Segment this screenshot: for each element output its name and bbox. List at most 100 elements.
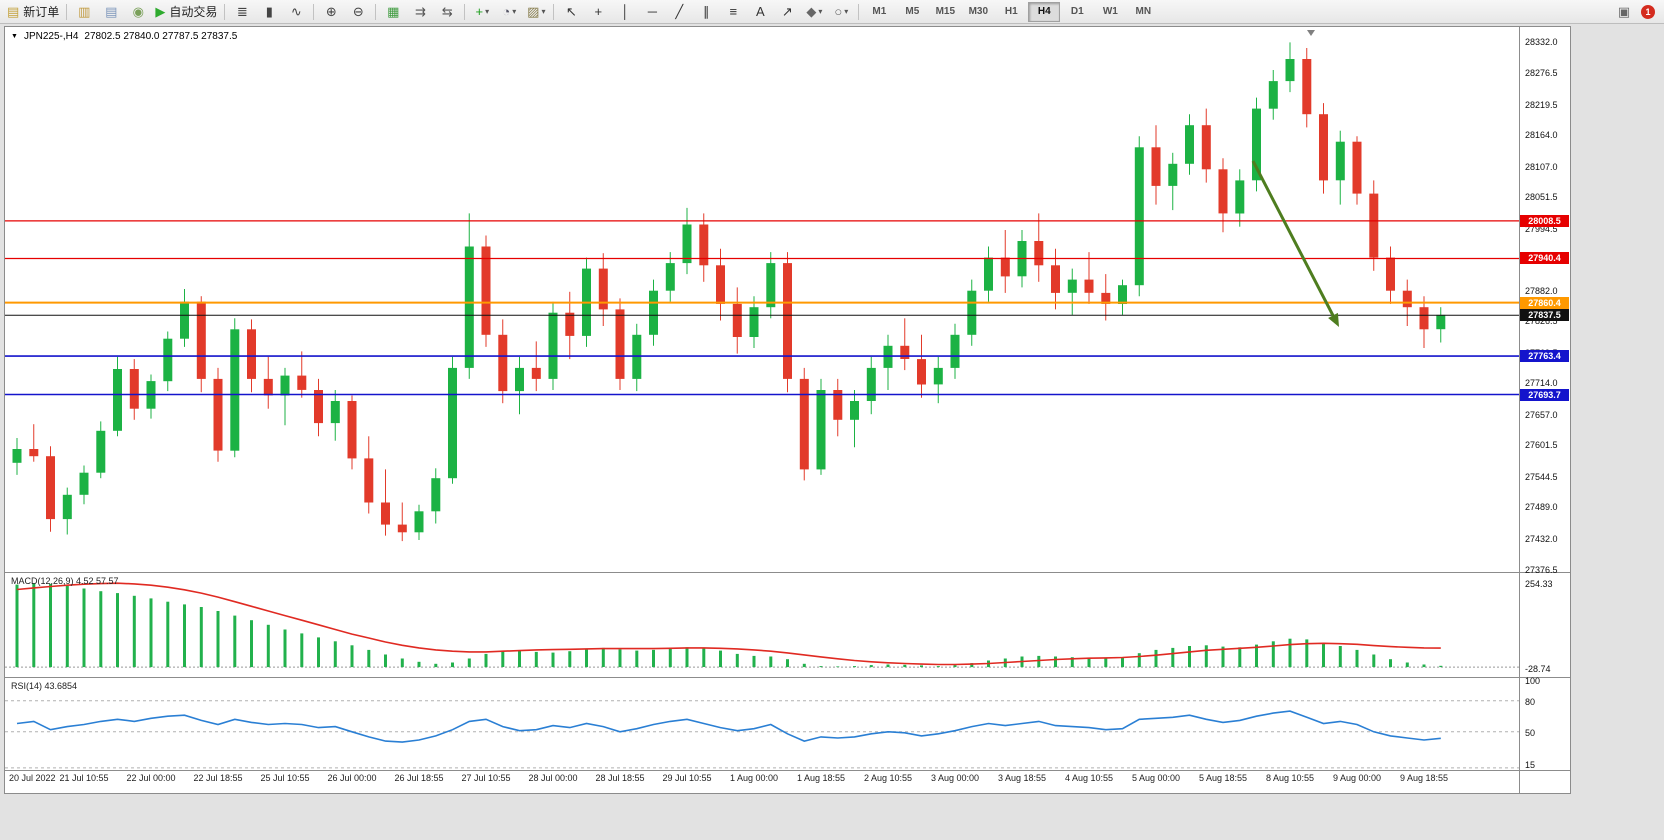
rsi-axis-label: 50 [1525, 728, 1536, 738]
new-order-button[interactable]: ▤ 新订单 [4, 1, 62, 23]
time-tick-label: 1 Aug 00:00 [729, 773, 779, 783]
rsi-line [16, 710, 1441, 743]
horizontal-line-icon[interactable]: ─ [639, 1, 665, 23]
tile-windows-icon[interactable]: ▦ [380, 1, 406, 23]
chart-shift-marker[interactable] [1307, 30, 1315, 36]
fibonacci-icon: ≡ [729, 4, 738, 19]
trend-arrow-line[interactable] [1251, 160, 1335, 317]
chart-window[interactable]: ▼ JPN225-,H4 27802.5 27840.0 27787.5 278… [4, 26, 1571, 794]
candlestick-chart-icon[interactable]: ▮ [256, 1, 282, 23]
toolbar-separator [66, 3, 68, 20]
rsi-axis-label: 80 [1525, 697, 1536, 707]
timeframe-m5[interactable]: M5 [905, 6, 920, 17]
time-axis[interactable]: 20 Jul 2022 21 Jul 10:55 22 Jul 00:00 22 Ju… [5, 771, 1519, 793]
timeframe-d1[interactable]: D1 [1070, 6, 1084, 17]
main-chart-canvas[interactable] [5, 27, 1519, 572]
auto-scroll-icon[interactable]: ⇉ [407, 1, 433, 23]
new-order-label: 新订单 [23, 4, 60, 19]
dropdown-caret-icon: ▾ [512, 6, 517, 16]
price-tick-label: 27882.0 [1525, 286, 1558, 296]
rsi-axis-label: 15 [1525, 760, 1536, 770]
arrows-icon[interactable]: ↗ [774, 1, 800, 23]
trendline-icon[interactable]: ╱ [666, 1, 692, 23]
timeframe-m1[interactable]: M1 [872, 6, 887, 17]
panel-divider [5, 770, 1570, 771]
price-tick-label: 27601.5 [1525, 440, 1558, 450]
autotrade-label: 自动交易 [169, 4, 218, 19]
ohlc-values: 27802.5 27840.0 27787.5 27837.5 [84, 31, 238, 42]
price-tag-27693.7: 27693.7 [1520, 389, 1569, 401]
objects-button: ○ [834, 4, 843, 19]
line-chart-icon: ∿ [290, 4, 302, 19]
price-tag-27763.4: 27763.4 [1520, 350, 1569, 362]
periods-button[interactable]: ◔ ▾ [496, 1, 522, 23]
symbol-period-label: JPN225-,H4 [23, 31, 79, 42]
macd-axis-min: -28.74 [1525, 664, 1551, 674]
horizontal-line-icon: ─ [647, 4, 657, 19]
channel-icon[interactable]: ∥ [693, 1, 719, 23]
templates-button[interactable]: ▨ ▾ [523, 1, 549, 23]
time-tick-label: 21 Jul 10:55 [59, 773, 109, 783]
notification-badge[interactable]: 1 [1641, 4, 1655, 19]
crosshair-icon: + [594, 4, 603, 19]
time-tick-label: 2 Aug 10:55 [863, 773, 913, 783]
candles-layer [12, 42, 1446, 542]
timeframe-h4[interactable]: H4 [1028, 1, 1061, 22]
time-tick-label: 28 Jul 18:55 [595, 773, 645, 783]
time-tick-label: 26 Jul 00:00 [327, 773, 377, 783]
chart-shift-icon[interactable]: ⇆ [434, 1, 460, 23]
toolbar-separator [313, 3, 315, 20]
text-icon: A [755, 4, 765, 19]
dropdown-caret-icon: ▾ [485, 6, 490, 16]
price-tick-label: 28332.0 [1525, 37, 1558, 47]
dropdown-caret-icon: ▾ [844, 6, 849, 16]
timeframe-m15[interactable]: M15 [935, 6, 956, 17]
crosshair-icon[interactable]: + [585, 1, 611, 23]
cursor-icon[interactable]: ↖ [558, 1, 584, 23]
periods-button: ◔ [502, 4, 511, 19]
fibonacci-icon[interactable]: ≡ [720, 1, 746, 23]
timeframe-h1[interactable]: H1 [1004, 6, 1018, 17]
line-chart-icon[interactable]: ∿ [283, 1, 309, 23]
chart-window-icon[interactable]: ▣ [1611, 1, 1637, 23]
vertical-line-icon: │ [621, 4, 630, 19]
text-icon[interactable]: A [747, 1, 773, 23]
time-tick-label: 26 Jul 18:55 [394, 773, 444, 783]
data-window-icon[interactable]: ▤ [98, 1, 124, 23]
market-watch-icon[interactable]: ▥ [71, 1, 97, 23]
time-tick-label: 5 Aug 00:00 [1131, 773, 1181, 783]
timeframe-m30[interactable]: M30 [968, 6, 989, 17]
zoom-out-icon[interactable]: ⊖ [345, 1, 371, 23]
symbol-dropdown-icon[interactable]: ▼ [11, 33, 18, 40]
chart-title-row: ▼ JPN225-,H4 27802.5 27840.0 27787.5 278… [11, 31, 237, 42]
autotrade-button[interactable]: ▶ 自动交易 [152, 1, 220, 23]
macd-histogram [15, 583, 1443, 668]
vertical-line-icon[interactable]: │ [612, 1, 638, 23]
time-tick-label: 20 Jul 2022 [9, 773, 56, 783]
shapes-button[interactable]: ◆ ▾ [801, 1, 827, 23]
time-tick-label: 5 Aug 18:55 [1198, 773, 1248, 783]
trendline-icon: ╱ [675, 4, 684, 19]
timeframe-mn[interactable]: MN [1135, 6, 1152, 17]
price-tick-label: 27376.5 [1525, 565, 1558, 575]
panel-divider[interactable] [5, 572, 1570, 573]
navigator-icon[interactable]: ◉ [125, 1, 151, 23]
panel-divider[interactable] [5, 677, 1570, 678]
zoom-in-icon[interactable]: ⊕ [318, 1, 344, 23]
zoom-in-icon: ⊕ [325, 4, 337, 19]
bar-chart-icon[interactable]: ≣ [229, 1, 255, 23]
autotrade-play-icon: ▶ [155, 4, 166, 19]
rsi-panel-canvas[interactable] [5, 678, 1519, 770]
macd-panel-canvas[interactable] [5, 573, 1519, 677]
price-tag-27940.4: 27940.4 [1520, 252, 1569, 264]
time-tick-label: 29 Jul 10:55 [662, 773, 712, 783]
objects-button[interactable]: ○ ▾ [828, 1, 854, 23]
trend-arrow-head[interactable] [1328, 312, 1339, 327]
market-watch-icon: ▥ [78, 4, 91, 19]
price-tag-27837.5: 27837.5 [1520, 309, 1569, 321]
price-axis[interactable]: 28332.0 28276.5 28219.5 28164.0 28107.0 28051… [1520, 27, 1570, 793]
timeframe-w1[interactable]: W1 [1102, 6, 1118, 17]
cursor-icon: ↖ [565, 4, 577, 19]
indicators-button[interactable]: + ▾ [469, 1, 495, 23]
